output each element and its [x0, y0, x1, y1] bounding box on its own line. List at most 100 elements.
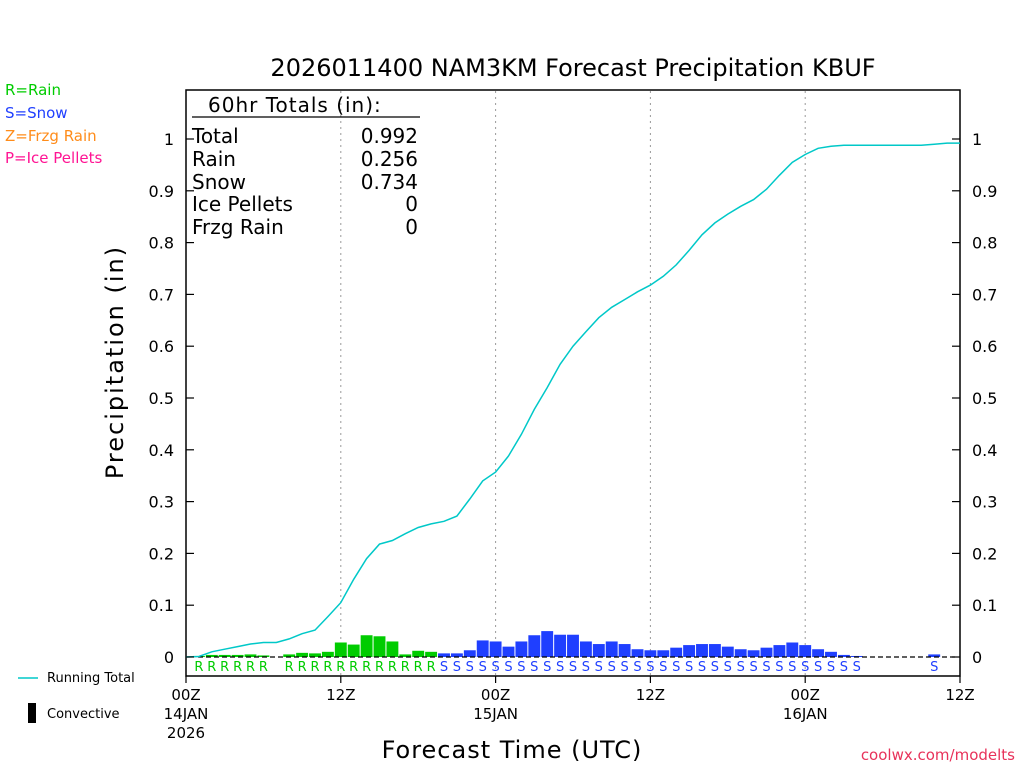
precip-bar-hour-41: [708, 644, 721, 657]
type-letter-hour-20: S: [440, 660, 448, 675]
precip-bar-hour-32: [592, 644, 605, 657]
vertical-gridlines: [340, 91, 806, 675]
precip-bar-hour-48: [799, 645, 812, 657]
type-letter-hour-46: S: [775, 660, 783, 675]
y-tick-label-left-2: 0.2: [149, 544, 174, 563]
type-letter-hour-29: S: [556, 660, 564, 675]
type-letter-hour-21: S: [453, 660, 461, 675]
type-letter-hour-22: S: [466, 660, 474, 675]
legend-rain: R=Rain: [5, 81, 61, 99]
y-axis-label: Precipitation (in): [101, 245, 129, 479]
totals-value-snow: 0.734: [361, 170, 418, 194]
x-tick-label-12-0: 12Z: [326, 686, 355, 704]
type-letter-hour-38: S: [672, 660, 680, 675]
precip-bar-hour-18: [412, 650, 425, 657]
precip-bar-hour-2: [205, 654, 218, 657]
type-letter-hour-49: S: [814, 660, 822, 675]
precip-bar-hour-20: [438, 653, 450, 657]
y-tick-label-left-10: 1: [164, 130, 174, 149]
type-letter-hour-37: S: [659, 660, 667, 675]
type-letter-hour-10: R: [310, 660, 319, 675]
precip-bar-hour-44: [747, 650, 760, 657]
x-tick-label-24-0: 00Z: [481, 686, 510, 704]
type-letter-hour-1: R: [194, 660, 203, 675]
legend-ice-pellets: P=Ice Pellets: [5, 149, 102, 167]
y-tick-label-right-0: 0: [972, 648, 982, 667]
watermark: coolwx.com/modelts: [861, 746, 1015, 764]
type-letter-hour-42: S: [724, 660, 732, 675]
totals-box: 60hr Totals (in): Total 0.992 Rain 0.256…: [191, 93, 420, 239]
legend-running-total-label: Running Total: [47, 671, 135, 686]
type-letter-hour-3: R: [220, 660, 229, 675]
type-letter-hour-50: S: [827, 660, 835, 675]
type-letter-hour-2: R: [207, 660, 216, 675]
y-axis: 0 00.1 0.10.2 0.20.3 0.30.4 0.40.5 0.50.6 0.60.…: [149, 130, 998, 667]
precip-bar-hour-3: [218, 654, 231, 657]
precip-bar-hour-16: [386, 641, 399, 657]
totals-label-total: Total: [191, 124, 239, 148]
x-tick-label-24-1: 15JAN: [473, 705, 518, 723]
precip-bar-hour-46: [773, 645, 786, 657]
precip-bar-hour-22: [463, 650, 476, 657]
type-letter-hour-14: R: [362, 660, 371, 675]
type-letter-hour-34: S: [620, 660, 628, 675]
y-tick-label-left-8: 0.8: [149, 234, 174, 253]
type-letter-hour-15: R: [375, 660, 384, 675]
precip-bar-hour-34: [618, 644, 631, 657]
legend-convective-label: Convective: [47, 707, 120, 722]
y-tick-label-left-9: 0.9: [149, 182, 174, 201]
precip-bar-hour-30: [567, 634, 579, 657]
precip-bar-hour-6: [257, 655, 270, 657]
type-letter-hour-39: S: [685, 660, 693, 675]
type-letter-hour-35: S: [633, 660, 641, 675]
x-tick-label-48-0: 00Z: [791, 686, 820, 704]
precip-bar-hour-40: [696, 644, 708, 657]
type-letter-hour-51: S: [840, 660, 848, 675]
y-tick-label-left-1: 0.1: [149, 596, 174, 615]
legend-freezing-rain: Z=Frzg Rain: [5, 127, 97, 145]
type-letter-hour-36: S: [646, 660, 654, 675]
type-letter-hour-52: S: [853, 660, 861, 675]
plot-frame: [185, 89, 961, 677]
precip-bar-hour-15: [373, 636, 386, 657]
precip-bar-hour-51: [837, 654, 850, 657]
y-tick-label-right-4: 0.4: [972, 441, 997, 460]
precip-bar-hour-13: [347, 644, 360, 657]
type-letter-hour-31: S: [582, 660, 590, 675]
precip-bar-hour-14: [360, 635, 373, 657]
precip-bar-hour-39: [683, 645, 696, 657]
type-letter-hour-25: S: [504, 660, 512, 675]
x-tick-label-48-1: 16JAN: [783, 705, 828, 723]
y-tick-label-left-5: 0.5: [149, 389, 174, 408]
totals-header: 60hr Totals (in):: [208, 93, 382, 117]
type-letter-hour-18: R: [414, 660, 423, 675]
precip-bar-hour-29: [554, 634, 567, 657]
precip-bar-hour-38: [670, 647, 683, 657]
totals-label-frzg-rain: Frzg Rain: [192, 215, 284, 239]
legend-snow: S=Snow: [5, 104, 68, 122]
precip-bar-hour-50: [825, 651, 837, 657]
totals-value-rain: 0.256: [361, 147, 418, 171]
type-letter-hour-13: R: [349, 660, 358, 675]
type-letter-hour-43: S: [737, 660, 745, 675]
type-letter-hour-19: R: [427, 660, 436, 675]
type-letter-hour-40: S: [698, 660, 706, 675]
precip-bar-hour-9: [296, 652, 309, 657]
precip-bar-hour-23: [476, 640, 489, 657]
type-letter-hour-8: R: [285, 660, 294, 675]
type-letter-hour-26: S: [517, 660, 525, 675]
x-tick-label-0-2: 2026: [167, 724, 205, 742]
precip-bar-hour-25: [502, 646, 515, 657]
precip-bar-hour-19: [425, 651, 438, 657]
precip-bar-hour-24: [489, 641, 502, 657]
precip-bar-hour-8: [283, 654, 296, 657]
precip-bar-hour-42: [721, 646, 734, 657]
chart-title: 2026011400 NAM3KM Forecast Precipitation…: [270, 54, 875, 82]
precip-bar-hour-10: [309, 653, 321, 657]
precip-bar-hour-17: [399, 654, 412, 657]
type-letter-hour-24: S: [491, 660, 499, 675]
precip-bar-hour-4: [231, 654, 244, 657]
